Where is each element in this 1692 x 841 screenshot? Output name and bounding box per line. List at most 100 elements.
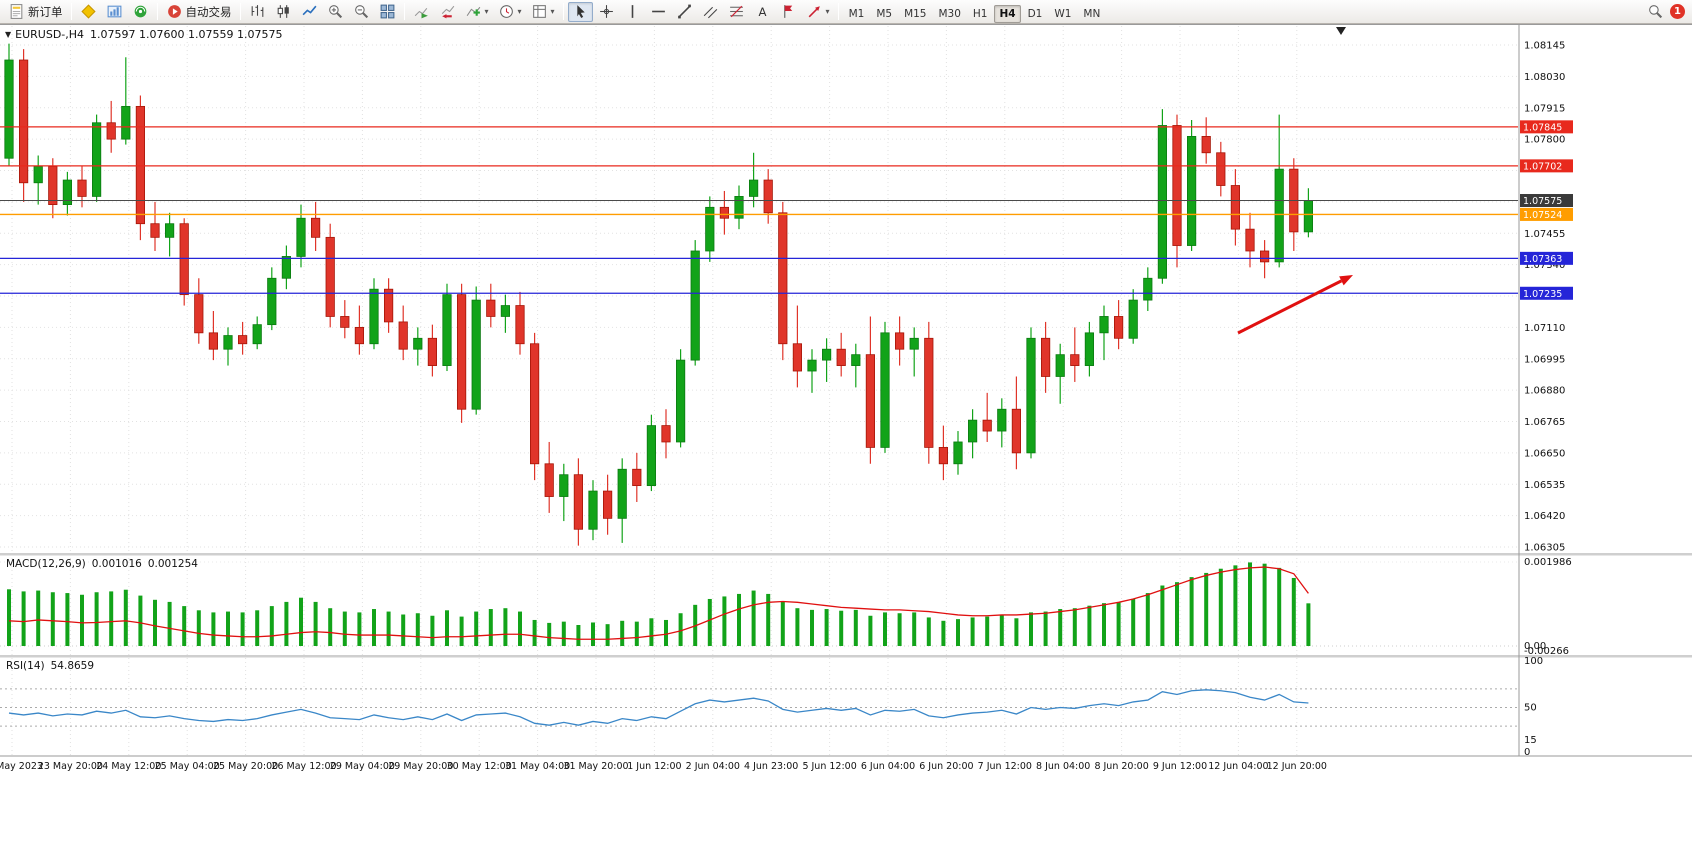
horizontal-line-tool-button[interactable]: [646, 2, 671, 22]
candle-bearish: [427, 337, 438, 366]
timeframe-m5[interactable]: M5: [876, 8, 893, 20]
autoscroll-button[interactable]: [409, 2, 434, 22]
toolbar-separator: [562, 3, 564, 20]
metaquotes-button[interactable]: [76, 2, 101, 22]
chart-shift-button[interactable]: [435, 2, 460, 22]
autotrading-button[interactable]: 自动交易: [162, 2, 236, 22]
chart-shift-marker[interactable]: [1336, 27, 1346, 35]
timeframe-w1[interactable]: W1: [1054, 8, 1072, 20]
price-badge-label: 1.07845: [1523, 122, 1562, 133]
rsi-panel-splitter[interactable]: [0, 655, 1692, 658]
macd-histogram-bar: [123, 589, 128, 646]
price-axis-label: 1.07800: [1524, 135, 1565, 146]
arrow-object-shaft[interactable]: [1237, 279, 1343, 335]
candle-bearish: [77, 179, 87, 197]
candle-bearish: [310, 217, 321, 238]
candle-chart-style-button[interactable]: [271, 2, 296, 22]
candle-bearish: [792, 343, 803, 372]
arrows-tool-button[interactable]: ▾: [802, 2, 834, 22]
candle-bearish: [1172, 125, 1182, 246]
fibonacci-tool-button[interactable]: [724, 2, 749, 22]
zoom-in-button[interactable]: [323, 2, 348, 22]
candle-bearish: [486, 299, 496, 317]
timeframe-d1[interactable]: D1: [1027, 8, 1043, 20]
timeframe-h4[interactable]: H4: [994, 5, 1021, 23]
bar-chart-style-button[interactable]: [245, 2, 270, 22]
price-axis-label: 1.06535: [1524, 480, 1565, 491]
text-icon: A: [758, 5, 766, 19]
timeframe-h1[interactable]: H1: [972, 8, 988, 20]
price-badge-label: 1.07363: [1523, 254, 1562, 265]
channel-tool-button[interactable]: [698, 2, 723, 22]
timeframe-m15[interactable]: M15: [904, 8, 927, 20]
autotrading-icon: [167, 5, 181, 18]
time-axis-label: 31 May 04:00: [505, 761, 570, 772]
new-order-button[interactable]: 新订单: [4, 2, 67, 22]
candle-bearish: [194, 294, 204, 334]
label-tool-button[interactable]: [776, 2, 801, 22]
macd-histogram-bar: [1248, 562, 1252, 646]
time-axis-label: 12 Jun 04:00: [1208, 761, 1268, 772]
macd-histogram-bar: [182, 606, 187, 646]
time-axis-label: 30 May 12:00: [447, 761, 512, 772]
price-badge-label: 1.07575: [1523, 196, 1562, 207]
rsi-value: 54.8659: [50, 660, 95, 672]
candle-bearish: [1011, 408, 1022, 454]
notification-badge[interactable]: 1: [1670, 4, 1685, 19]
candle-bearish: [1041, 337, 1051, 377]
timeframe-m30[interactable]: M30: [938, 8, 961, 20]
time-axis-label: 7 Jun 12:00: [978, 761, 1032, 772]
candle-bearish: [573, 474, 584, 530]
time-axis-label: 6 Jun 20:00: [919, 761, 973, 772]
macd-histogram-bar: [1277, 567, 1282, 646]
timeframe-mn[interactable]: MN: [1083, 8, 1101, 20]
candle-bearish: [1114, 316, 1124, 339]
price-axis-label: 1.07455: [1524, 229, 1565, 240]
timeframe-m1[interactable]: M1: [848, 8, 865, 20]
trendline-tool-button[interactable]: [672, 2, 697, 22]
macd-histogram-bar: [1145, 593, 1150, 646]
candle-bullish: [413, 337, 423, 350]
candle-bullish: [1099, 316, 1109, 334]
vertical-line-tool-button[interactable]: [620, 2, 645, 22]
macd-histogram-bar: [751, 590, 756, 646]
indicators-button[interactable]: ▾: [461, 2, 493, 22]
price-badge-label: 1.07524: [1523, 210, 1562, 221]
macd-histogram-bar: [109, 591, 114, 646]
macd-histogram-bar: [1233, 565, 1238, 646]
cursor-tool-button[interactable]: [567, 1, 593, 22]
candle-bullish: [1303, 200, 1313, 233]
autotrading-label: 自动交易: [185, 4, 232, 19]
tile-windows-button[interactable]: [375, 2, 400, 22]
macd-histogram-bar: [1262, 563, 1267, 646]
periods-button[interactable]: ▾: [494, 2, 526, 22]
candle-bearish: [763, 179, 773, 214]
svg-text:A: A: [758, 5, 766, 19]
search-button[interactable]: [1643, 2, 1668, 22]
candle-bullish: [1026, 337, 1036, 454]
window-menu-icon[interactable]: ▼: [5, 30, 12, 39]
time-axis-label: 24 May 12:00: [96, 761, 161, 772]
macd-histogram-bar: [153, 599, 157, 646]
candle-bearish: [208, 332, 218, 350]
market-button[interactable]: [128, 2, 153, 22]
candle-bullish: [471, 299, 481, 410]
line-chart-style-button[interactable]: [297, 2, 322, 22]
text-tool-button[interactable]: A: [750, 2, 775, 22]
price-axis-label: 1.06420: [1524, 511, 1565, 522]
candle-bearish: [938, 447, 949, 465]
rsi-line: [8, 689, 1309, 726]
macd-histogram-bar: [1087, 605, 1092, 646]
macd-histogram-bar: [1131, 598, 1136, 646]
macd-histogram-bar: [313, 601, 318, 646]
templates-button[interactable]: ▾: [527, 2, 559, 22]
autoscroll-icon: [414, 7, 428, 19]
charts-community-button[interactable]: [102, 2, 127, 22]
crosshair-tool-button[interactable]: [594, 2, 619, 22]
price-axis-label: 1.08030: [1524, 72, 1565, 83]
zoom-out-button[interactable]: [349, 2, 374, 22]
candle-bearish: [544, 463, 554, 497]
macd-panel-splitter[interactable]: [0, 553, 1692, 556]
macd-histogram-bar: [1175, 582, 1179, 646]
